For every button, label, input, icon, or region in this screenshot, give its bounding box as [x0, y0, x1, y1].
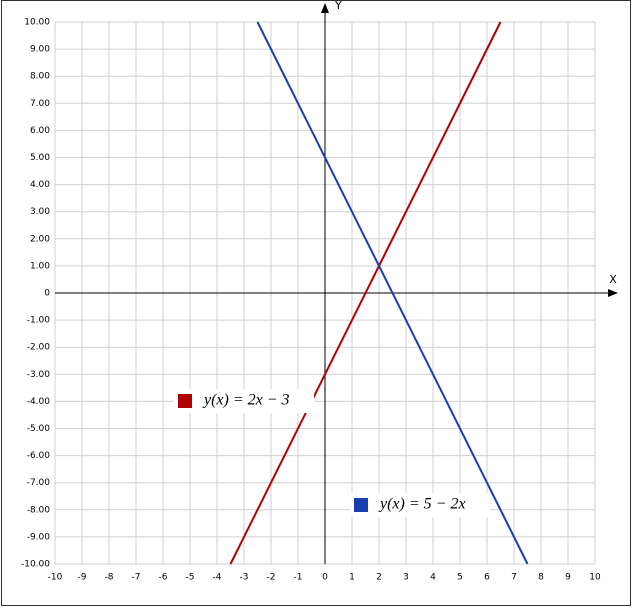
y-tick-label: 2.00: [30, 234, 50, 244]
x-tick-label: -7: [132, 573, 141, 583]
y-tick-label: -2.00: [27, 343, 51, 353]
x-tick-label: -4: [213, 573, 222, 583]
y-tick-label: 3.00: [30, 207, 50, 217]
y-tick-label: -6.00: [27, 451, 51, 461]
y-axis-label: Y: [334, 0, 342, 12]
x-tick-label: 1: [349, 573, 355, 583]
y-tick-label: 8.00: [30, 72, 50, 82]
x-tick-label: -9: [78, 573, 87, 583]
y-tick-label: 4.00: [30, 180, 50, 190]
y-tick-label: 7.00: [30, 99, 50, 109]
y-tick-label: 6.00: [30, 126, 50, 136]
y-tick-label: -5.00: [27, 424, 51, 434]
x-tick-label: 9: [565, 573, 571, 583]
y-tick-label: 10.00: [24, 18, 50, 28]
x-tick-label: -1: [294, 573, 303, 583]
x-tick-label: 6: [484, 573, 490, 583]
y-tick-label: -4.00: [27, 397, 51, 407]
y-tick-label: 5.00: [30, 153, 50, 163]
legend-background: [174, 389, 314, 413]
y-tick-label: 1.00: [30, 261, 50, 271]
legend-swatch: [354, 498, 368, 512]
x-tick-label: 0: [322, 573, 328, 583]
x-tick-label: -5: [186, 573, 195, 583]
y-tick-label: 9.00: [30, 45, 50, 55]
legend-background: [350, 493, 490, 517]
line: [229, 21, 502, 565]
legend-swatch: [178, 394, 192, 408]
x-tick-label: 2: [376, 573, 382, 583]
x-tick-label: -3: [240, 573, 249, 583]
x-tick-label: -2: [267, 573, 276, 583]
y-tick-label: -1.00: [27, 316, 51, 326]
line: [256, 21, 529, 565]
legend-label: y(x) = 2x − 3: [202, 392, 290, 409]
x-tick-label: 7: [511, 573, 517, 583]
x-tick-label: -6: [159, 573, 168, 583]
x-tick-label: 4: [430, 573, 436, 583]
x-tick-label: 5: [457, 573, 463, 583]
x-tick-label: 8: [538, 573, 544, 583]
y-axis-arrow: [321, 3, 329, 13]
x-tick-label: 3: [403, 573, 409, 583]
y-tick-label: -9.00: [27, 532, 51, 542]
y-tick-label: -8.00: [27, 505, 51, 515]
y-tick-label: -3.00: [27, 370, 51, 380]
x-axis-label: X: [609, 273, 617, 286]
x-axis-arrow: [608, 289, 618, 297]
x-tick-label: -8: [105, 573, 114, 583]
y-tick-label: -10.00: [21, 560, 50, 570]
x-tick-label: 10: [589, 573, 601, 583]
legend-label: y(x) = 5 − 2x: [378, 496, 466, 513]
y-tick-label: 0: [44, 289, 50, 299]
y-tick-label: -7.00: [27, 478, 51, 488]
x-tick-label: -10: [48, 573, 63, 583]
